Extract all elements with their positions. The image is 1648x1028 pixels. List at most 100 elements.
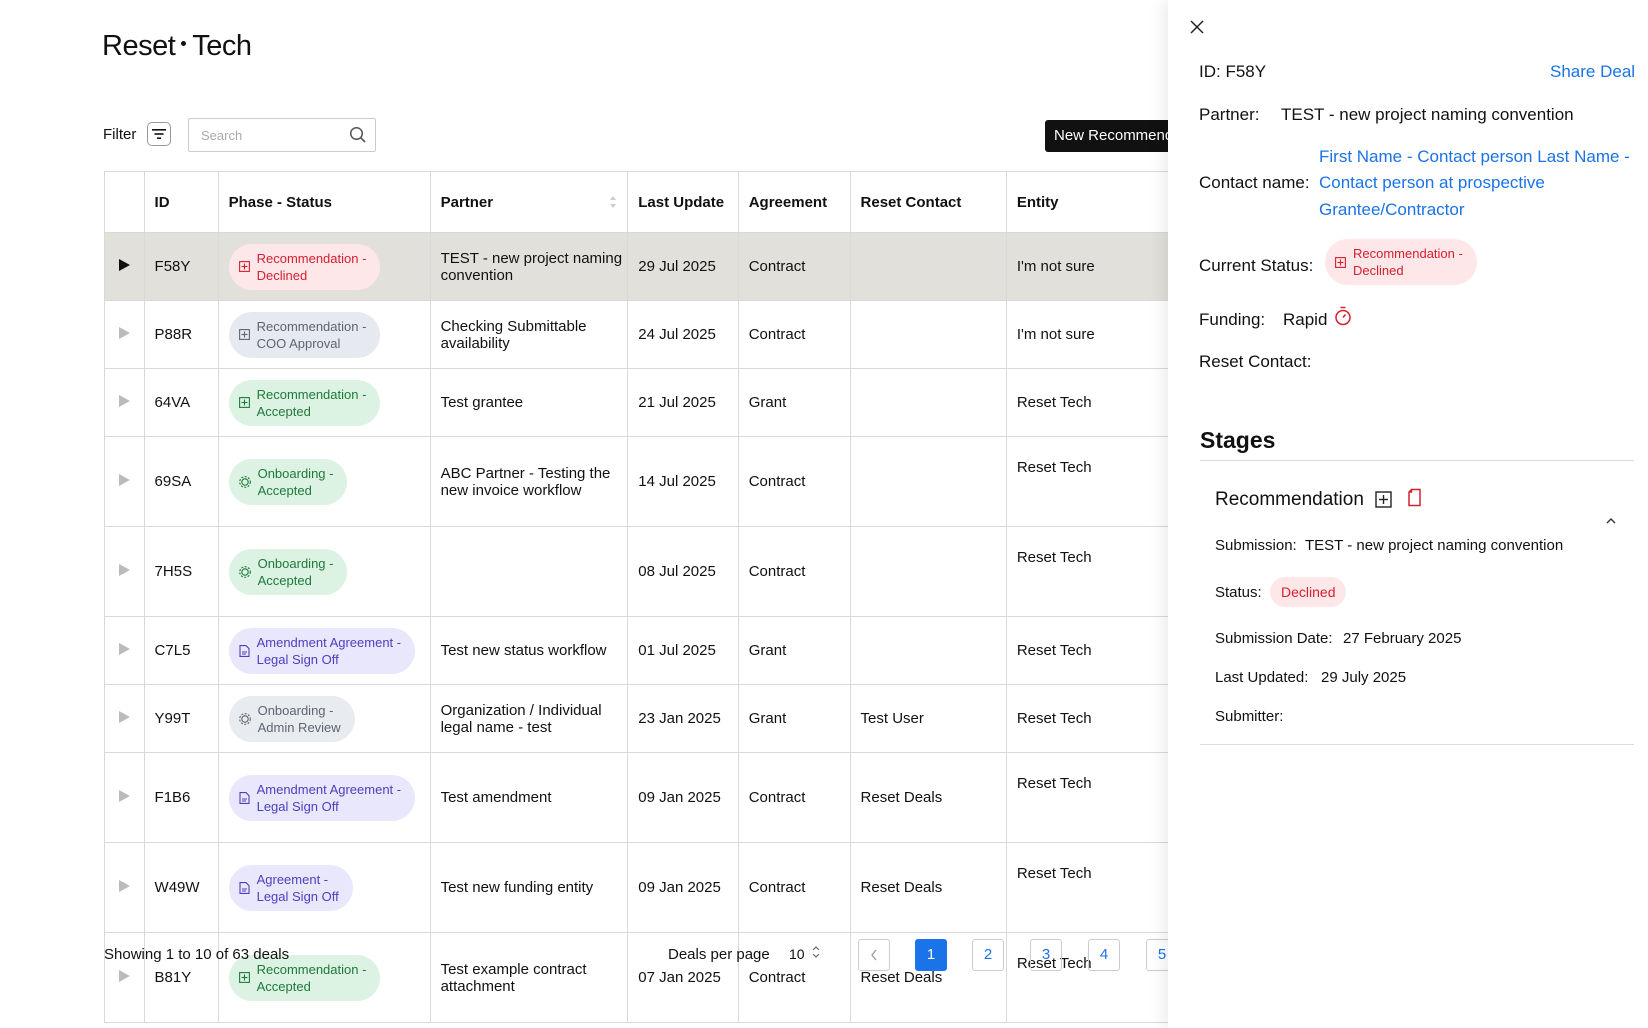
header-phase-status[interactable]: Phase - Status	[217, 171, 431, 233]
expand-row-icon[interactable]	[118, 790, 130, 802]
cell-reset-contact	[849, 300, 1007, 369]
pagination-prev-button[interactable]	[858, 939, 890, 971]
cell-partner: Test new funding entity	[429, 842, 629, 933]
stages-title: Stages	[1200, 427, 1276, 453]
chevron-up-icon[interactable]	[1605, 517, 1617, 525]
expand-row-icon[interactable]	[118, 711, 130, 723]
search-icon[interactable]	[349, 126, 367, 144]
recommendation-icon	[238, 261, 250, 272]
status-badge: Recommendation - Accepted	[228, 379, 381, 426]
table-row[interactable]: 7H5S Onboarding - Accepted 08 Jul 2025 Co…	[104, 526, 1172, 617]
reset-contact-label: Reset Contact:	[1199, 352, 1312, 371]
recommendation-icon	[238, 397, 250, 408]
header-entity[interactable]: Entity	[1005, 171, 1172, 233]
divider	[1200, 460, 1634, 461]
pagination-page-2[interactable]: 2	[972, 939, 1004, 971]
stage-status-badge: Declined	[1270, 577, 1347, 607]
header-partner[interactable]: Partner	[429, 171, 629, 233]
table-row[interactable]: B81Y Recommendation - Accepted Test examp…	[104, 932, 1172, 1023]
expand-row-icon[interactable]	[118, 880, 130, 892]
pagination-page-5[interactable]: 5	[1146, 939, 1172, 971]
contact-name-link-line3[interactable]: Grantee/Contractor	[1319, 200, 1465, 219]
app-logo: Reset Tech	[102, 30, 252, 62]
table-row[interactable]: F1B6 Amendment Agreement - Legal Sign Off…	[104, 752, 1172, 843]
status-badge: Onboarding - Accepted	[228, 548, 348, 595]
header-agreement[interactable]: Agreement	[737, 171, 851, 233]
cell-last-update: 23 Jan 2025	[627, 684, 739, 753]
expand-row-icon[interactable]	[118, 564, 130, 576]
cell-reset-contact	[849, 368, 1007, 437]
status-badge: Onboarding - Admin Review	[228, 695, 355, 742]
pagination-page-4[interactable]: 4	[1088, 939, 1120, 971]
new-recommendation-button[interactable]: New Recommendation	[1045, 120, 1172, 152]
stage-name: Recommendation	[1215, 489, 1364, 510]
search-input[interactable]	[199, 119, 353, 151]
chevron-left-icon	[871, 949, 877, 961]
expand-row-icon[interactable]	[118, 474, 130, 486]
agreement-icon	[239, 791, 250, 804]
deals-per-page-select[interactable]: 10	[789, 946, 805, 962]
table-row[interactable]: P88R Recommendation - COO Approval Checki…	[104, 300, 1172, 369]
table-row[interactable]: 69SA Onboarding - Accepted ABC Partner - …	[104, 436, 1172, 527]
recommendation-icon	[238, 329, 250, 340]
table-row[interactable]: F58Y Recommendation - Declined TEST - new…	[104, 232, 1172, 301]
chevron-up-down-icon[interactable]	[812, 945, 820, 959]
partner-label: Partner:	[1199, 105, 1260, 124]
cell-entity: Reset Tech	[1005, 616, 1172, 685]
pagination-page-1[interactable]: 1	[915, 939, 947, 971]
cell-last-update: 24 Jul 2025	[627, 300, 739, 369]
cell-entity: Reset Tech	[1005, 684, 1172, 753]
share-deal-link[interactable]: Share Deal	[1550, 62, 1636, 81]
filter-icon	[152, 129, 166, 139]
contact-name-label: Contact name:	[1199, 173, 1310, 192]
expand-row-icon[interactable]	[118, 643, 130, 655]
table-row[interactable]: C7L5 Amendment Agreement - Legal Sign Off…	[104, 616, 1172, 685]
table-row[interactable]: Y99T Onboarding - Admin Review Organizati…	[104, 684, 1172, 753]
status-badge: Recommendation - Accepted	[228, 954, 381, 1001]
cell-last-update: 09 Jan 2025	[627, 752, 739, 843]
cell-entity: Reset Tech	[1005, 842, 1172, 933]
cell-partner: TEST - new project naming convention	[429, 232, 629, 301]
cell-partner: Organization / Individual legal name - t…	[429, 684, 629, 753]
agreement-icon	[239, 644, 250, 657]
recommendation-icon	[1375, 491, 1392, 508]
header-reset-contact[interactable]: Reset Contact	[849, 171, 1007, 233]
sort-icon[interactable]	[609, 195, 617, 209]
close-icon[interactable]	[1190, 20, 1204, 34]
table-row[interactable]: W49W Agreement - Legal Sign Off Test new …	[104, 842, 1172, 933]
cell-last-update: 08 Jul 2025	[627, 526, 739, 617]
header-last-update[interactable]: Last Update	[627, 171, 739, 233]
expand-row-icon[interactable]	[118, 970, 130, 982]
onboarding-icon	[238, 565, 251, 578]
onboarding-icon	[238, 712, 251, 725]
contact-name-link-line2[interactable]: Contact person at prospective	[1319, 173, 1545, 192]
cell-reset-contact: Test User	[849, 684, 1007, 753]
document-icon[interactable]	[1407, 488, 1422, 507]
header-id[interactable]: ID	[143, 171, 219, 233]
search-box	[188, 118, 376, 152]
cell-entity: Reset Tech	[1005, 368, 1172, 437]
cell-agreement: Contract	[737, 436, 851, 527]
submission-link[interactable]: TEST - new project naming convention	[1305, 537, 1564, 554]
cell-last-update: 21 Jul 2025	[627, 368, 739, 437]
status-badge: Amendment Agreement - Legal Sign Off	[228, 627, 416, 674]
contact-name-link-line1[interactable]: First Name - Contact person Last Name -	[1319, 147, 1630, 166]
expand-row-icon[interactable]	[118, 327, 130, 339]
expand-header	[104, 171, 145, 233]
cell-agreement: Contract	[737, 752, 851, 843]
table-row[interactable]: 64VA Recommendation - Accepted Test grant…	[104, 368, 1172, 437]
filter-label: Filter	[103, 126, 137, 143]
filter-button[interactable]	[147, 122, 171, 146]
cell-entity: I'm not sure	[1005, 300, 1172, 369]
pagination-page-3[interactable]: 3	[1030, 939, 1062, 971]
cell-agreement: Contract	[737, 842, 851, 933]
submission-date-label: Submission Date:	[1215, 630, 1333, 647]
expand-row-icon[interactable]	[118, 395, 130, 407]
cell-reset-contact	[849, 526, 1007, 617]
status-badge: Recommendation - Declined	[228, 243, 381, 290]
cell-id: 69SA	[143, 436, 219, 527]
cell-entity: I'm not sure	[1005, 232, 1172, 301]
expand-row-icon[interactable]	[118, 259, 130, 271]
submission-date-value: 27 February 2025	[1343, 630, 1462, 647]
deal-detail-panel: ID: F58Y Share Deal Partner: TEST - new …	[1168, 0, 1648, 1028]
